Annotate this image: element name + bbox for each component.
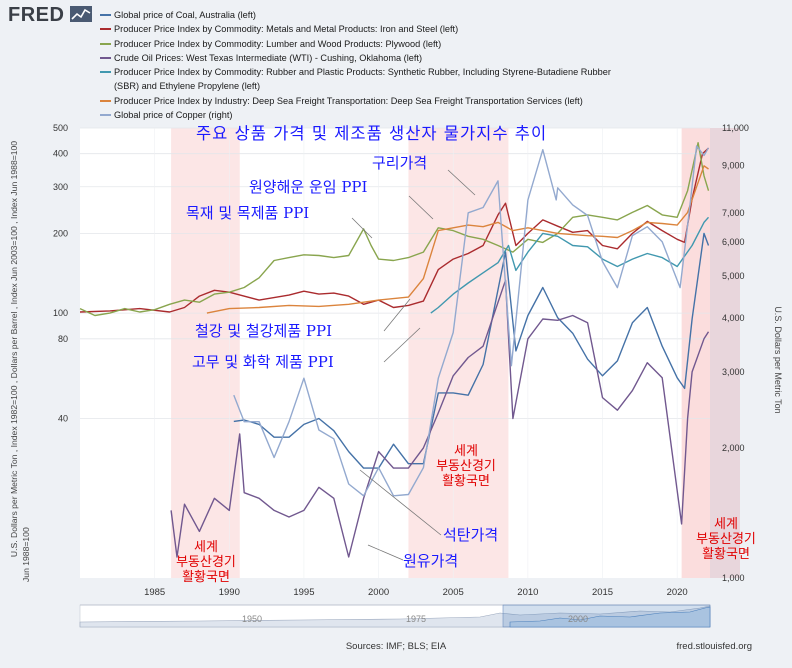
- annotation-oil: 원유가격: [403, 552, 458, 570]
- legend-swatch: [100, 14, 111, 16]
- shade-label: 세계: [194, 540, 218, 555]
- y-tick-right: 2,000: [722, 443, 745, 453]
- y-axis-label-right: U.S. Dollars per Metric Ton: [773, 306, 783, 413]
- legend-swatch: [100, 99, 111, 102]
- fred-logo-graph-icon: [70, 6, 92, 22]
- shade-label: 활황국면: [702, 547, 750, 562]
- legend-item-copper[interactable]: Global price of Copper (right): [100, 108, 700, 122]
- y-tick-left: 100: [53, 308, 68, 318]
- legend-item-coal[interactable]: Global price of Coal, Australia (left): [100, 8, 700, 22]
- y-tick-right: 5,000: [722, 271, 745, 281]
- x-tick: 1995: [293, 587, 314, 598]
- navigator-tick-2000: 2000: [568, 614, 588, 624]
- y-tick-right: 3,000: [722, 367, 745, 377]
- legend-swatch: [100, 114, 111, 117]
- shade-label: 세계: [454, 444, 478, 459]
- footer-url[interactable]: fred.stlouisfed.org: [676, 641, 752, 652]
- shade-label: 부동산경기: [176, 555, 236, 570]
- shade-label: 활황국면: [442, 474, 490, 489]
- annotation-iron-steel: 철강 및 철강제품 PPI: [195, 322, 332, 340]
- shade-label: 세계: [714, 517, 738, 532]
- series-line: [233, 232, 710, 469]
- y-tick-right: 9,000: [722, 161, 745, 171]
- legend-swatch: [100, 71, 111, 74]
- shade-label: 부동산경기: [696, 532, 756, 547]
- y-tick-left: 40: [58, 414, 68, 424]
- x-tick: 2020: [667, 587, 688, 598]
- footer-sources: Sources: IMF; BLS; EIA: [345, 641, 447, 652]
- y-tick-right: 6,000: [722, 237, 745, 247]
- y-tick-left: 300: [53, 182, 68, 192]
- shade-extension: [710, 128, 740, 578]
- y-tick-left: 80: [58, 334, 68, 344]
- x-tick: 1990: [219, 587, 240, 598]
- series-line: [170, 279, 710, 558]
- annotation-leader-lines: [351, 169, 476, 561]
- legend-swatch: [100, 56, 111, 59]
- legend-item-deep-sea-freight[interactable]: Producer Price Index by Industry: Deep S…: [100, 94, 700, 108]
- y-tick-right: 11,000: [722, 123, 749, 133]
- navigator-tick-1975: 1975: [406, 614, 426, 624]
- x-tick: 1985: [144, 587, 165, 598]
- y-tick-right: 4,000: [722, 313, 745, 323]
- fred-logo[interactable]: FRED: [8, 4, 65, 26]
- y-tick-left: 400: [53, 149, 68, 159]
- x-tick: 2000: [368, 587, 389, 598]
- legend-item-wti[interactable]: Crude Oil Prices: West Texas Intermediat…: [100, 51, 700, 65]
- recession-shade: [408, 128, 509, 578]
- recession-shade: [171, 128, 240, 578]
- annotation-copper: 구리가격: [372, 154, 427, 172]
- navigator[interactable]: 1950 1975 2000: [79, 604, 711, 628]
- series-line: [79, 142, 710, 317]
- y-tick-right: 7,000: [722, 208, 745, 218]
- y-tick-right: 1,000: [722, 573, 745, 583]
- chart-title: 주요 상품 가격 및 제조품 생산자 물가지수 추이: [196, 124, 547, 143]
- series-line: [233, 145, 710, 497]
- shade-label: 부동산경기: [436, 459, 496, 474]
- legend-item-synthetic-rubber-cont: (SBR) and Ethylene Propylene (left): [114, 81, 261, 92]
- shade-label: 활황국면: [182, 570, 230, 585]
- series-line: [79, 147, 709, 313]
- series-line: [206, 165, 709, 314]
- annotation-coal: 석탄가격: [443, 526, 498, 544]
- y-tick-left: 200: [53, 228, 68, 238]
- x-tick: 2005: [443, 587, 464, 598]
- annotation-rubber: 고무 및 화학 제품 PPI: [192, 353, 334, 371]
- y-axis-label-left: U.S. Dollars per Metric Ton , Index 1982…: [9, 141, 19, 557]
- legend-item-plywood[interactable]: Producer Price Index by Commodity: Lumbe…: [100, 37, 700, 51]
- chart-legend: Global price of Coal, Australia (left) P…: [100, 8, 700, 122]
- x-tick: 2015: [592, 587, 613, 598]
- y-axis-label-left-suffix: Jun 1988=100: [21, 527, 31, 582]
- x-tick: 2010: [517, 587, 538, 598]
- y-tick-left: 500: [53, 123, 68, 133]
- annotation-freight: 원양해운 운임 PPI: [249, 178, 368, 196]
- legend-item-iron-steel[interactable]: Producer Price Index by Commodity: Metal…: [100, 22, 700, 36]
- navigator-tick-1950: 1950: [242, 614, 262, 624]
- annotation-plywood: 목재 및 목제품 PPI: [186, 204, 309, 222]
- legend-swatch: [100, 42, 111, 45]
- legend-item-synthetic-rubber[interactable]: Producer Price Index by Commodity: Rubbe…: [100, 65, 700, 79]
- legend-swatch: [100, 28, 111, 31]
- recession-shade: [681, 128, 710, 578]
